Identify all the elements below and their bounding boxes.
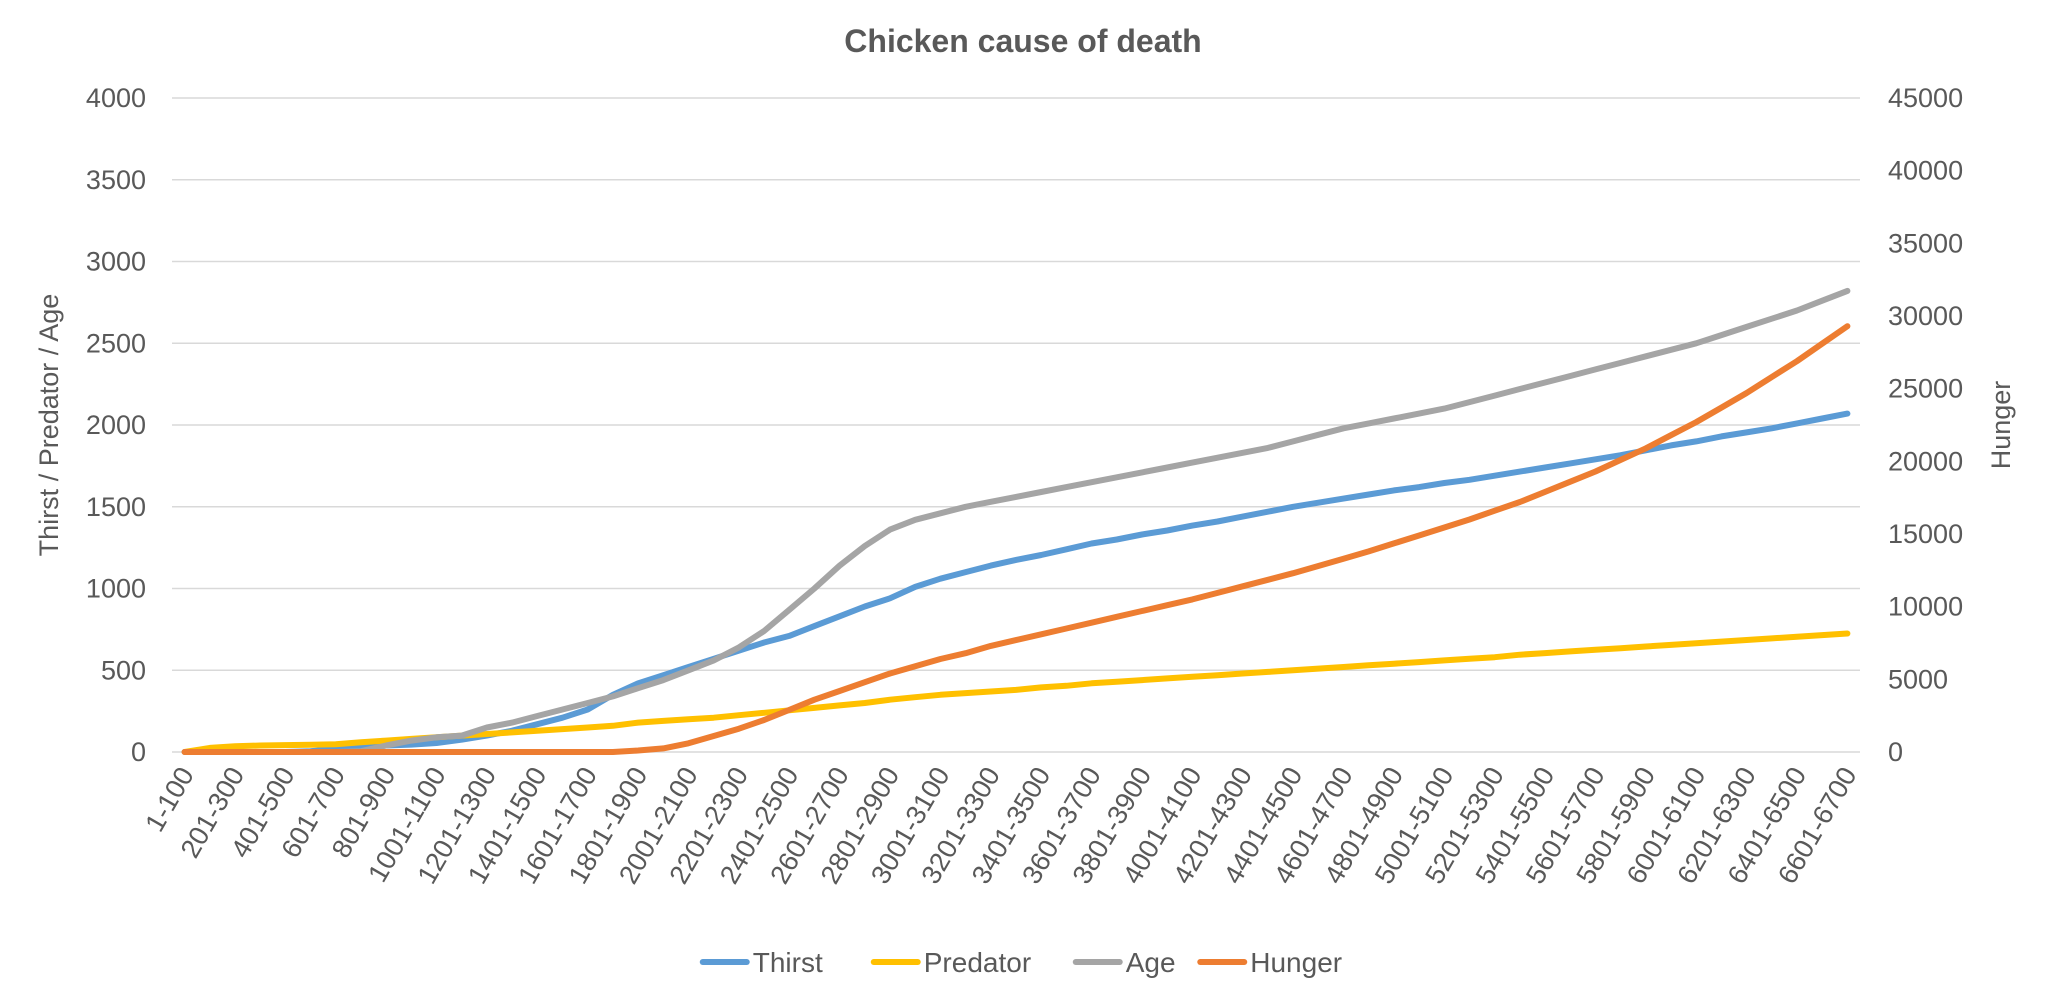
series-line-age <box>181 287 1851 755</box>
right-tick-label: 20000 <box>1888 446 1963 476</box>
right-axis-title: Hunger <box>1986 381 2016 470</box>
series-line-thirst <box>181 410 1851 755</box>
right-tick-label: 30000 <box>1888 301 1963 331</box>
right-tick-label: 10000 <box>1888 592 1963 622</box>
x-axis-ticks: 1-100201-300401-500601-700801-9001001-11… <box>139 762 1862 889</box>
right-tick-label: 15000 <box>1888 519 1963 549</box>
left-axis-title: Thirst / Predator / Age <box>34 294 64 557</box>
legend-label-thirst: Thirst <box>753 947 823 978</box>
left-tick-label: 0 <box>131 737 146 767</box>
right-axis-ticks: 0 5000 10000 15000 20000 25000 30000 35000 40000… <box>1888 83 1963 767</box>
legend: Thirst Predator Age Hunger <box>699 947 1342 978</box>
left-tick-label: 2000 <box>86 410 146 440</box>
series-line-hunger <box>181 323 1851 755</box>
left-tick-label: 1500 <box>86 492 146 522</box>
gridlines <box>172 97 1860 753</box>
legend-label-predator: Predator <box>924 947 1031 978</box>
legend-label-hunger: Hunger <box>1250 947 1342 978</box>
left-tick-label: 500 <box>101 655 146 685</box>
right-tick-label: 35000 <box>1888 228 1963 258</box>
left-tick-label: 3000 <box>86 247 146 277</box>
chart-title: Chicken cause of death <box>844 23 1201 59</box>
left-tick-label: 3500 <box>86 165 146 195</box>
series-lines <box>181 287 1851 755</box>
right-tick-label: 0 <box>1888 737 1903 767</box>
right-tick-label: 5000 <box>1888 664 1948 694</box>
right-tick-label: 45000 <box>1888 83 1963 113</box>
right-tick-label: 25000 <box>1888 374 1963 404</box>
left-axis-ticks: 0 500 1000 1500 2000 2500 3000 3500 4000 <box>86 83 146 767</box>
legend-label-age: Age <box>1126 947 1176 978</box>
right-tick-label: 40000 <box>1888 156 1963 186</box>
left-tick-label: 4000 <box>86 83 146 113</box>
left-tick-label: 2500 <box>86 328 146 358</box>
series-line-predator <box>181 630 1851 755</box>
left-tick-label: 1000 <box>86 574 146 604</box>
